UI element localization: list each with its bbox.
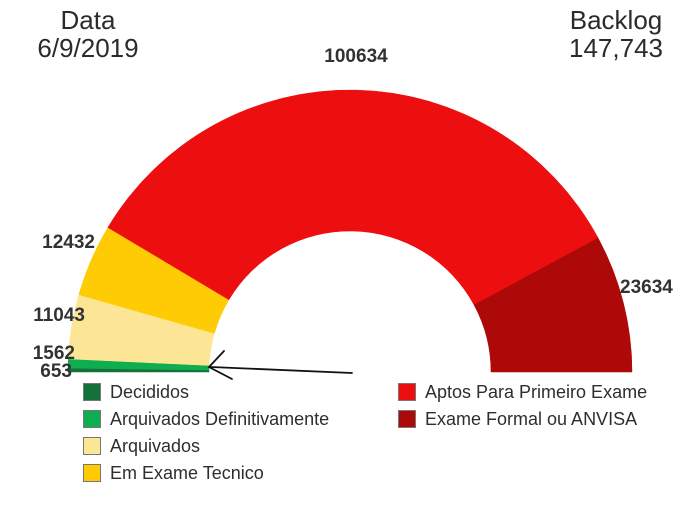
segment-value-aptos-para-primeiro-exame: 100634 [324,46,388,67]
backlog-value: 147,743 [569,33,663,64]
segment-value-exame-formal-ou-anvisa: 23634 [620,277,673,298]
legend-label-decididos: Decididos [110,381,190,402]
legend-column-left: Decididos Arquivados Definitivamente Arqui… [83,381,330,491]
legend-item-decididos: Decididos [83,381,329,402]
segment-exame-formal-ou-anvisa [473,237,633,373]
legend-column-right: Aptos Para Primeiro Exame Exame Formal ou… [398,381,648,437]
annotation-arrow [207,350,353,380]
legend-item-aptos-para-primeiro-exame: Aptos Para Primeiro Exame [398,381,648,402]
date-label: Data [60,5,116,35]
legend-label-exame-formal-ou-anvisa: Exame Formal ou ANVISA [425,408,638,429]
date-value: 6/9/2019 [37,33,139,64]
segment-value-arquivados: 11043 [33,305,85,326]
date-block: Data 6/9/2019 [6,6,170,62]
legend-item-arquivados: Arquivados [83,435,329,456]
legend-label-em-exame-tecnico: Em Exame Tecnico [110,462,264,483]
legend-label-arquivados: Arquivados [110,435,201,456]
chart-segments [67,89,633,373]
segment-aptos-para-primeiro-exame [107,89,599,306]
legend-label-aptos-para-primeiro-exame: Aptos Para Primeiro Exame [425,381,648,402]
legend-swatch-aptos-para-primeiro-exame [398,383,416,401]
backlog-label: Backlog [569,5,663,35]
legend-item-em-exame-tecnico: Em Exame Tecnico [83,462,329,483]
segment-value-arquivados-definitivamente: 1562 [32,343,75,364]
legend-item-exame-formal-ou-anvisa: Exame Formal ou ANVISA [398,408,647,429]
legend-swatch-decididos [83,383,101,401]
legend-swatch-em-exame-tecnico [83,464,101,482]
legend-item-arquivados-definitivamente: Arquivados Definitivamente [83,408,330,429]
segment-value-em-exame-tecnico: 12432 [42,232,95,253]
backlog-block: Backlog 147,743 [550,6,682,62]
legend-swatch-arquivados-definitivamente [83,410,101,428]
legend-swatch-exame-formal-ou-anvisa [398,410,416,428]
legend-label-arquivados-definitivamente: Arquivados Definitivamente [110,408,330,429]
segment-value-decididos: 653 [40,361,72,382]
legend-swatch-arquivados [83,437,101,455]
